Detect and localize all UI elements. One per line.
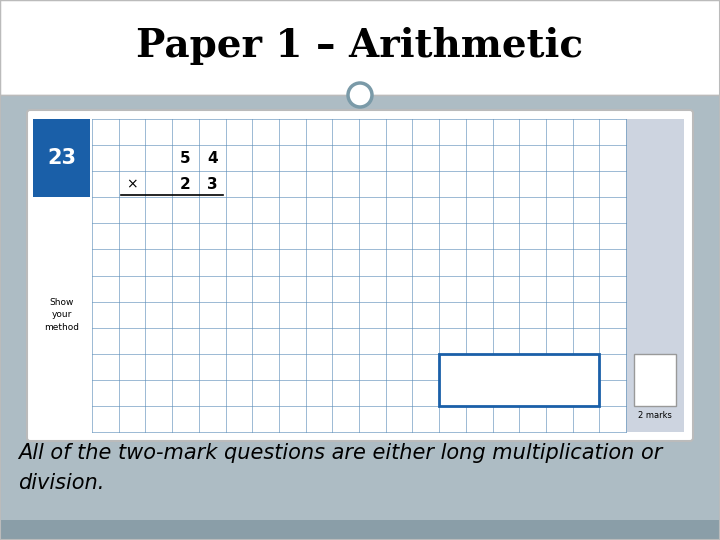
Bar	[0, 520, 720, 540]
Text: Show
your
method: Show your method	[44, 298, 79, 332]
Text: 23: 23	[47, 148, 76, 168]
Text: 5: 5	[180, 151, 191, 166]
Circle shape	[348, 83, 372, 107]
Bar	[634, 354, 676, 406]
Text: All of the two-mark questions are either long multiplication or
division.: All of the two-mark questions are either…	[18, 443, 662, 493]
Text: 2: 2	[180, 177, 191, 192]
Text: 4: 4	[207, 151, 217, 166]
Bar	[0, 0, 720, 95]
Text: ×: ×	[126, 177, 138, 191]
Text: 2 marks: 2 marks	[638, 411, 672, 420]
Bar	[0, 95, 720, 540]
Bar	[33, 197, 90, 432]
Text: 3: 3	[207, 177, 217, 192]
Bar	[33, 119, 90, 197]
FancyBboxPatch shape	[27, 110, 693, 441]
Bar	[626, 119, 684, 432]
Bar	[439, 354, 599, 406]
Text: Paper 1 – Arithmetic: Paper 1 – Arithmetic	[136, 26, 584, 65]
Bar	[92, 119, 626, 432]
